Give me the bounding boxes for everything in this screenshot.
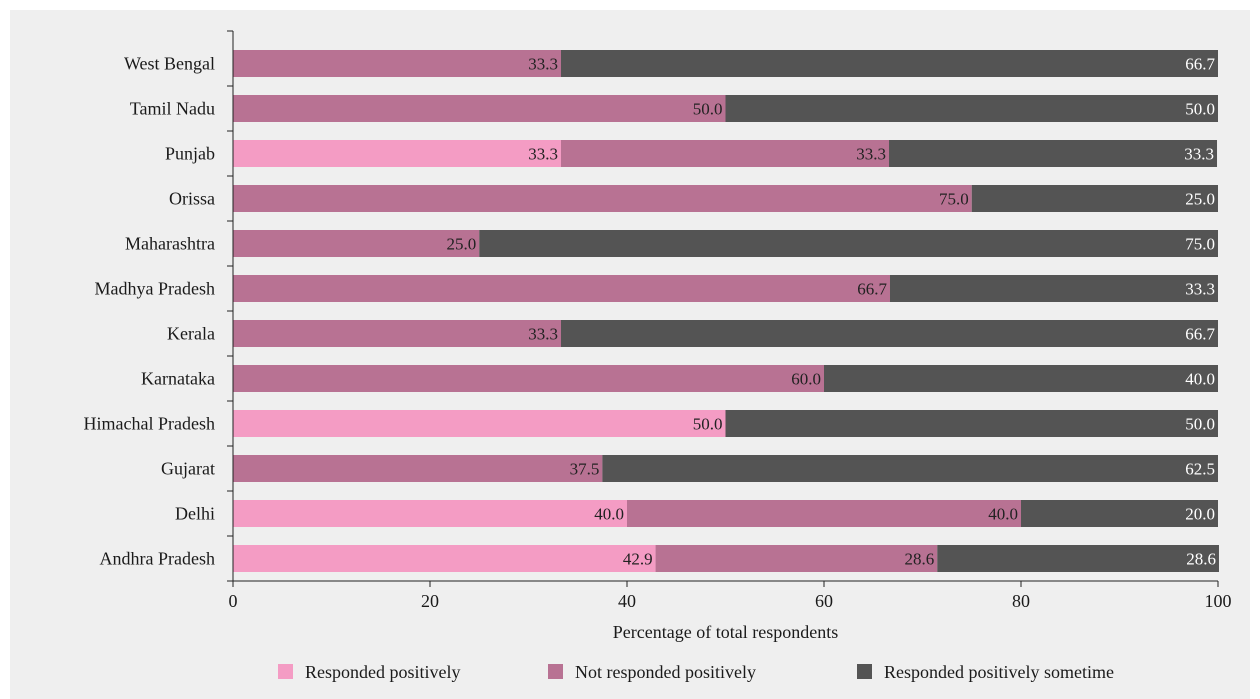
category-label: Punjab xyxy=(165,144,215,164)
x-tick-label: 80 xyxy=(1012,591,1030,611)
data-label: 33.3 xyxy=(856,145,886,164)
category-label: Maharashtra xyxy=(125,234,215,254)
data-label: 33.3 xyxy=(528,55,558,74)
category-label: Andhra Pradesh xyxy=(100,549,215,569)
bar-punjab-responded-positively xyxy=(233,140,562,167)
bar-delhi-responded-positively xyxy=(233,500,627,527)
bar-west-bengal-not-responded-positively xyxy=(233,50,562,77)
bar-orissa-responded-positively-sometime xyxy=(971,185,1218,212)
data-label: 28.6 xyxy=(905,550,935,569)
data-label: 62.5 xyxy=(1185,460,1215,479)
data-label: 42.9 xyxy=(623,550,653,569)
bar-delhi-responded-positively-sometime xyxy=(1021,500,1218,527)
bar-gujarat-responded-positively-sometime xyxy=(602,455,1218,482)
data-label: 33.3 xyxy=(528,145,558,164)
bar-tamil-nadu-not-responded-positively xyxy=(233,95,726,122)
category-label: Delhi xyxy=(175,504,215,524)
legend-swatch xyxy=(548,664,563,679)
data-label: 33.3 xyxy=(528,325,558,344)
bar-madhya-pradesh-not-responded-positively xyxy=(233,275,890,302)
data-label: 75.0 xyxy=(1185,235,1215,254)
bar-andhra-pradesh-responded-positively-sometime xyxy=(937,545,1219,572)
legend-swatch xyxy=(857,664,872,679)
x-tick-label: 40 xyxy=(618,591,636,611)
category-label: Tamil Nadu xyxy=(130,99,215,119)
category-label: Karnataka xyxy=(141,369,215,389)
bar-tamil-nadu-responded-positively-sometime xyxy=(725,95,1218,122)
category-label: West Bengal xyxy=(124,54,215,74)
bar-kerala-responded-positively-sometime xyxy=(561,320,1218,347)
x-tick-label: 100 xyxy=(1205,591,1232,611)
bar-karnataka-not-responded-positively xyxy=(233,365,824,392)
data-label: 50.0 xyxy=(693,100,723,119)
data-label: 50.0 xyxy=(1185,100,1215,119)
x-tick-label: 20 xyxy=(421,591,439,611)
data-label: 20.0 xyxy=(1185,505,1215,524)
data-label: 33.3 xyxy=(1185,280,1215,299)
legend-label: Responded positively sometime xyxy=(884,662,1114,682)
bar-andhra-pradesh-not-responded-positively xyxy=(655,545,938,572)
bar-andhra-pradesh-responded-positively xyxy=(233,545,656,572)
data-label: 40.0 xyxy=(988,505,1018,524)
x-tick-label: 60 xyxy=(815,591,833,611)
bar-maharashtra-responded-positively-sometime xyxy=(479,230,1218,257)
data-label: 25.0 xyxy=(1185,190,1215,209)
data-label: 66.7 xyxy=(1185,55,1215,74)
bar-madhya-pradesh-responded-positively-sometime xyxy=(889,275,1218,302)
data-label: 25.0 xyxy=(447,235,477,254)
data-label: 66.7 xyxy=(857,280,887,299)
data-label: 60.0 xyxy=(791,370,821,389)
data-label: 37.5 xyxy=(570,460,600,479)
chart-panel: 33.3 66.7 West Bengal 50.0 50.0 Tamil Nadu 33.… xyxy=(10,10,1250,699)
bar-gujarat-not-responded-positively xyxy=(233,455,603,482)
data-label: 40.0 xyxy=(1185,370,1215,389)
data-label: 33.3 xyxy=(1184,145,1214,164)
bar-delhi-not-responded-positively xyxy=(627,500,1021,527)
category-label: Kerala xyxy=(167,324,215,344)
category-label: Gujarat xyxy=(161,459,215,479)
bar-orissa-not-responded-positively xyxy=(233,185,972,212)
x-axis-title: Percentage of total respondents xyxy=(613,622,838,642)
legend-label: Not responded positively xyxy=(575,662,756,682)
data-label: 50.0 xyxy=(693,415,723,434)
data-label: 40.0 xyxy=(594,505,624,524)
bar-himachal-pradesh-responded-positively-sometime xyxy=(725,410,1218,437)
category-label: Orissa xyxy=(169,189,215,209)
legend-swatch xyxy=(278,664,293,679)
bar-karnataka-responded-positively-sometime xyxy=(824,365,1218,392)
data-label: 75.0 xyxy=(939,190,969,209)
category-label: Himachal Pradesh xyxy=(84,414,215,434)
bar-himachal-pradesh-responded-positively xyxy=(233,410,726,437)
x-tick-label: 0 xyxy=(229,591,238,611)
data-label: 50.0 xyxy=(1185,415,1215,434)
data-label: 28.6 xyxy=(1186,550,1216,569)
category-label: Madhya Pradesh xyxy=(95,279,215,299)
bar-punjab-not-responded-positively xyxy=(561,140,890,167)
bar-maharashtra-not-responded-positively xyxy=(233,230,480,257)
bar-west-bengal-responded-positively-sometime xyxy=(561,50,1218,77)
data-label: 66.7 xyxy=(1185,325,1215,344)
bar-kerala-not-responded-positively xyxy=(233,320,562,347)
bar-punjab-responded-positively-sometime xyxy=(889,140,1218,167)
stacked-bar-chart: 33.3 66.7 West Bengal 50.0 50.0 Tamil Nadu 33.… xyxy=(84,30,1232,682)
legend-label: Responded positively xyxy=(305,662,461,682)
